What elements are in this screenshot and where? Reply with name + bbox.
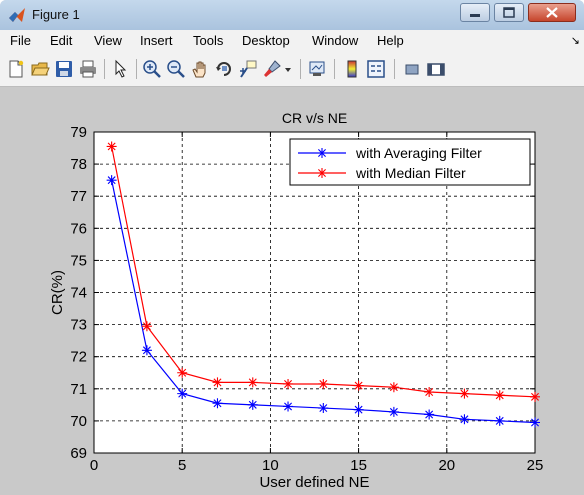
data-point-series-2: [424, 387, 435, 398]
y-tick-label: 71: [70, 381, 87, 398]
toolbar-separator: [334, 59, 335, 79]
menu-insert[interactable]: Insert: [140, 33, 173, 48]
y-tick-label: 76: [70, 220, 87, 237]
zoom-in-icon[interactable]: [142, 59, 162, 79]
x-tick-label: 25: [527, 457, 544, 474]
data-point-series-1: [424, 409, 435, 420]
chart-title: CR v/s NE: [282, 110, 347, 126]
y-tick-label: 78: [70, 156, 87, 173]
pointer-icon[interactable]: [110, 59, 130, 79]
axes-box: [93, 131, 536, 454]
y-tick-label: 72: [70, 349, 87, 366]
menu-desktop[interactable]: Desktop: [242, 33, 290, 48]
brush-dropdown-icon[interactable]: [282, 59, 294, 79]
data-point-series-1: [388, 406, 399, 417]
minimize-button[interactable]: [460, 3, 490, 22]
data-point-series-1: [247, 399, 258, 410]
new-figure-icon[interactable]: [6, 59, 26, 79]
x-tick-label: 10: [262, 457, 279, 474]
close-button[interactable]: [528, 3, 576, 22]
x-tick-label: 0: [90, 457, 98, 474]
show-plot-tools-icon[interactable]: [426, 59, 446, 79]
toolbar-separator: [300, 59, 301, 79]
data-point-series-2: [530, 391, 540, 402]
y-tick-label: 73: [70, 317, 87, 334]
data-point-series-2: [247, 377, 258, 388]
data-point-series-2: [212, 377, 223, 388]
data-cursor-icon[interactable]: [238, 59, 258, 79]
legend-marker-1: [317, 148, 327, 158]
data-point-series-1: [353, 404, 364, 415]
data-point-series-1: [530, 417, 540, 428]
menu-tools[interactable]: Tools: [193, 33, 224, 48]
toolbar-separator: [104, 59, 105, 79]
line-chart[interactable]: 0 5 10 15 20 25 69 70 71 72 73 74 75 76 77 78 79 CR v/s N…: [0, 87, 584, 495]
data-point-series-2: [106, 141, 117, 152]
save-icon[interactable]: [54, 59, 74, 79]
data-point-series-2: [459, 388, 470, 399]
menu-view[interactable]: View: [94, 33, 122, 48]
rotate-3d-icon[interactable]: [214, 59, 234, 79]
data-point-series-2: [283, 378, 294, 389]
data-point-series-2: [318, 378, 329, 389]
y-tick-label: 74: [70, 285, 87, 302]
brush-icon[interactable]: [262, 59, 282, 79]
data-point-series-1: [283, 401, 294, 412]
legend-marker-2: [317, 168, 327, 178]
legend-icon[interactable]: [366, 59, 386, 79]
menu-overflow-icon[interactable]: ↘: [570, 35, 580, 47]
menu-window[interactable]: Window: [312, 33, 359, 48]
x-tick-label: 15: [350, 457, 367, 474]
menu-edit[interactable]: Edit: [50, 33, 73, 48]
y-axis-label: CR(%): [49, 270, 66, 315]
data-point-series-2: [141, 321, 152, 332]
data-point-series-1: [141, 345, 152, 356]
data-point-series-1: [459, 414, 470, 425]
zoom-out-icon[interactable]: [166, 59, 186, 79]
plot-area: 0 5 10 15 20 25 69 70 71 72 73 74 75 76 77 78 79 CR v/s N…: [0, 87, 584, 495]
legend-label-2: with Median Filter: [355, 165, 466, 181]
data-point-series-1: [494, 415, 505, 426]
menu-help[interactable]: Help: [377, 33, 404, 48]
data-point-series-1: [212, 398, 223, 409]
menu-bar: File Edit View Insert Tools Desktop Wind…: [0, 30, 584, 52]
legend-label-1: with Averaging Filter: [355, 145, 482, 161]
title-bar[interactable]: Figure 1: [0, 0, 584, 31]
print-icon[interactable]: [78, 59, 98, 79]
data-point-series-1: [318, 403, 329, 414]
link-plot-icon[interactable]: [307, 59, 327, 79]
x-tick-label: 5: [178, 457, 186, 474]
window-title: Figure 1: [32, 7, 80, 22]
x-tick-label: 20: [438, 457, 455, 474]
y-tick-label: 79: [70, 124, 87, 141]
colorbar-icon[interactable]: [342, 59, 362, 79]
data-point-series-2: [388, 382, 399, 393]
data-point-series-1: [177, 388, 188, 399]
data-point-series-2: [353, 380, 364, 391]
y-tick-label: 70: [70, 413, 87, 430]
data-point-series-2: [177, 367, 188, 378]
open-file-icon[interactable]: [30, 59, 50, 79]
y-tick-label: 75: [70, 252, 87, 269]
y-tick-label: 69: [70, 445, 87, 462]
legend-box: [289, 138, 531, 186]
x-axis-label: User defined NE: [259, 474, 369, 491]
minimize-icon: [470, 14, 480, 17]
y-tick-label: 77: [70, 188, 87, 205]
data-point-series-2: [494, 390, 505, 401]
hide-plot-tools-icon[interactable]: [402, 59, 422, 79]
figure-toolbar: [0, 52, 584, 87]
matlab-logo-icon: [9, 8, 25, 22]
menu-file[interactable]: File: [10, 33, 31, 48]
toolbar-separator: [394, 59, 395, 79]
close-icon: [546, 7, 558, 18]
maximize-icon: [503, 7, 515, 18]
pan-icon[interactable]: [190, 59, 210, 79]
toolbar-separator: [136, 59, 137, 79]
maximize-button[interactable]: [494, 3, 524, 22]
data-point-series-1: [106, 175, 117, 186]
